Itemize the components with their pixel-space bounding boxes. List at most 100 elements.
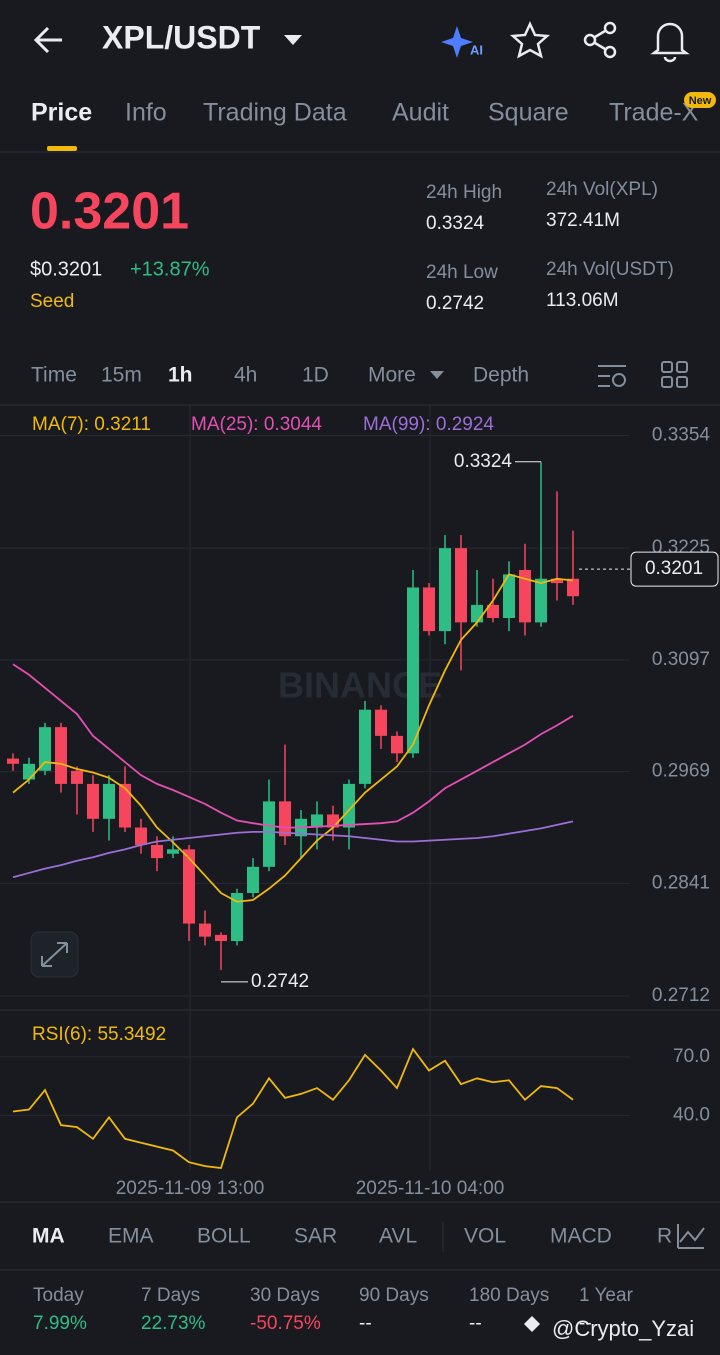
performance-period: 90 Days: [359, 1285, 429, 1306]
share-icon[interactable]: [583, 21, 617, 59]
stat-label: 24h Vol(USDT): [546, 259, 674, 280]
candle-body: [455, 548, 467, 623]
performance-value: 22.73%: [141, 1313, 206, 1334]
new-badge: [684, 92, 716, 108]
tab[interactable]: Price: [31, 99, 92, 127]
low-marker-label: 0.2742: [251, 971, 309, 992]
candle-body: [167, 849, 179, 854]
y-tick-label: 70.0: [673, 1046, 710, 1067]
indicator-tab[interactable]: MA: [32, 1225, 65, 1248]
more-dropdown-icon[interactable]: [430, 371, 444, 379]
usd-price: $0.3201: [30, 258, 102, 280]
candle-body: [391, 735, 403, 754]
candle-body: [103, 783, 115, 819]
candle-body: [423, 587, 435, 632]
timeframe[interactable]: More: [368, 364, 416, 387]
tab[interactable]: Trading Data: [203, 99, 347, 127]
timeframe[interactable]: Time: [31, 364, 77, 387]
indicator-tab[interactable]: R: [657, 1225, 672, 1248]
candle-body: [39, 727, 51, 771]
tab[interactable]: Audit: [392, 99, 449, 127]
x-tick-label: 2025-11-09 13:00: [116, 1178, 265, 1199]
timeframe[interactable]: 1D: [302, 364, 329, 387]
candle-body: [215, 934, 227, 942]
ai-icon[interactable]: [441, 26, 473, 58]
candle-body: [231, 893, 243, 942]
indicator-tab[interactable]: SAR: [294, 1225, 337, 1248]
candle-body: [471, 604, 483, 623]
performance-value: --: [579, 1313, 592, 1334]
y-tick-label: 0.3097: [652, 649, 710, 670]
ma-line: [12, 820, 574, 879]
alert-icon[interactable]: [650, 22, 690, 63]
candle-body: [279, 801, 291, 837]
tab[interactable]: Trade-X: [609, 99, 699, 127]
candle-body: [119, 783, 131, 828]
indicator-tab[interactable]: MACD: [550, 1225, 612, 1248]
rsi-title: RSI(6): 55.3492: [32, 1024, 166, 1045]
legend-entry: MA(25): 0.3044: [191, 414, 322, 435]
y-tick-label: 40.0: [673, 1104, 710, 1125]
candle-body: [407, 587, 419, 754]
performance-value: -50.75%: [250, 1313, 321, 1334]
performance-value: 7.99%: [33, 1313, 87, 1334]
performance-period: 7 Days: [141, 1285, 200, 1306]
performance-period: Today: [33, 1285, 84, 1306]
candle-body: [567, 578, 579, 597]
performance-value: --: [469, 1313, 482, 1334]
expand-icon: [41, 942, 68, 967]
performance-period: 1 Year: [579, 1285, 634, 1306]
candle-body: [519, 570, 531, 623]
candle-body: [183, 849, 195, 924]
candle-body: [263, 801, 275, 867]
y-tick-label: 0.2969: [652, 761, 710, 782]
candle-body: [551, 578, 563, 584]
favorite-icon[interactable]: [509, 20, 551, 59]
timeframe[interactable]: 15m: [101, 364, 142, 387]
tab[interactable]: Info: [125, 99, 167, 127]
candle-body: [23, 763, 35, 780]
candle-body: [71, 770, 83, 784]
active-tab-indicator: [47, 146, 77, 151]
candle-body: [311, 814, 323, 828]
performance-period: 180 Days: [469, 1285, 549, 1306]
ma-line: [12, 573, 574, 903]
timeframe[interactable]: 1h: [168, 364, 193, 387]
dropdown-icon[interactable]: [284, 35, 302, 45]
candle-body: [439, 548, 451, 632]
stat-value: 113.06M: [546, 290, 619, 311]
layout-icon[interactable]: [661, 361, 688, 388]
chart-settings-icon[interactable]: [598, 365, 626, 387]
indicator-tab[interactable]: AVL: [379, 1225, 417, 1248]
candle-body: [487, 604, 499, 619]
timeframe[interactable]: Depth: [473, 364, 529, 387]
candle-body: [359, 709, 371, 784]
stat-label: 24h High: [426, 182, 502, 203]
last-price-box: [630, 551, 719, 587]
candle-body: [7, 758, 19, 764]
last-price: 0.3201: [30, 183, 189, 241]
indicator-tab[interactable]: BOLL: [197, 1225, 251, 1248]
y-tick-label: 0.2841: [652, 872, 710, 893]
ai-icon-text: AI: [470, 42, 483, 57]
last-price-label: 0.3201: [645, 558, 703, 579]
indicator-tab[interactable]: EMA: [108, 1225, 154, 1248]
x-tick-label: 2025-11-10 04:00: [356, 1178, 505, 1199]
candle-body: [55, 727, 67, 784]
stat-value: 0.2742: [426, 293, 484, 314]
credit: @Crypto_Yzai: [552, 1316, 694, 1341]
indicator-tab[interactable]: VOL: [464, 1225, 506, 1248]
stat-label: 24h Low: [426, 262, 498, 283]
candle-body: [87, 783, 99, 819]
tab[interactable]: Square: [488, 99, 569, 127]
performance-period: 30 Days: [250, 1285, 320, 1306]
high-marker-label: 0.3324: [454, 451, 513, 472]
back-icon[interactable]: [33, 26, 62, 54]
pair-title[interactable]: XPL/USDT: [102, 19, 261, 55]
y-tick-label: 0.3354: [652, 425, 711, 446]
timeframe[interactable]: 4h: [234, 364, 257, 387]
stat-value: 372.41M: [546, 210, 620, 231]
indicator-settings-icon[interactable]: [677, 1224, 705, 1249]
